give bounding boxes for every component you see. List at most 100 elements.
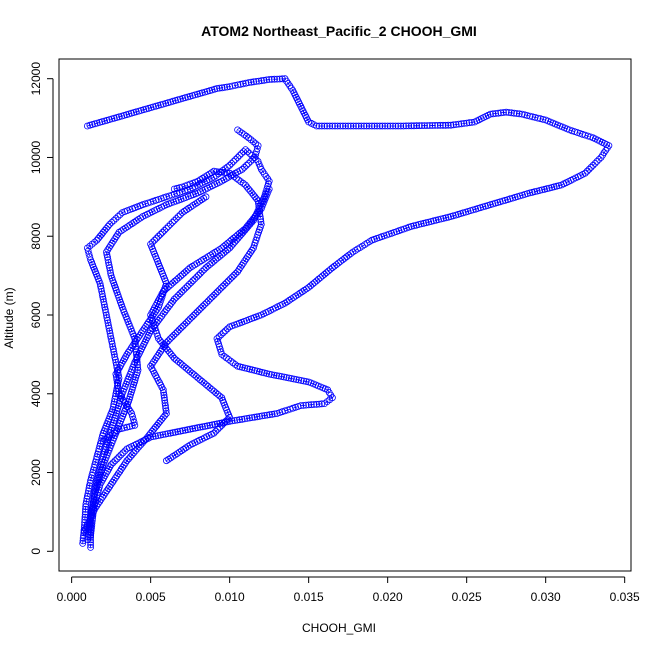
- data-point: [250, 78, 258, 86]
- data-point: [179, 271, 186, 278]
- data-point: [108, 430, 116, 438]
- data-point: [86, 482, 93, 490]
- data-point: [203, 422, 211, 430]
- data-point: [300, 377, 308, 385]
- data-point: [247, 78, 255, 86]
- data-point: [558, 181, 565, 189]
- data-point: [217, 284, 225, 292]
- plot-frame: [58, 58, 632, 572]
- data-point: [233, 416, 241, 424]
- data-point: [442, 121, 450, 129]
- data-point: [174, 358, 182, 366]
- data-point: [263, 370, 271, 377]
- data-point: [439, 121, 447, 129]
- data-point: [106, 329, 114, 337]
- data-point: [103, 314, 111, 322]
- series-5: [99, 193, 210, 445]
- data-point: [589, 161, 597, 169]
- data-point: [178, 288, 186, 296]
- data-point: [182, 284, 189, 292]
- data-point: [95, 234, 102, 242]
- data-point: [176, 211, 184, 219]
- data-point: [363, 122, 371, 130]
- data-point: [302, 378, 310, 385]
- data-point: [178, 183, 186, 191]
- data-point: [87, 529, 95, 537]
- data-point: [523, 112, 531, 119]
- data-point: [161, 226, 168, 234]
- data-point: [521, 111, 528, 119]
- data-point: [349, 122, 357, 130]
- data-point: [236, 128, 244, 135]
- data-point: [602, 146, 610, 154]
- data-point: [126, 453, 134, 461]
- data-point: [86, 242, 94, 250]
- data-point: [400, 122, 407, 130]
- x-tick-label: 0.000: [57, 590, 87, 604]
- data-point: [218, 168, 226, 176]
- data-point: [138, 439, 146, 447]
- data-point: [440, 214, 447, 222]
- data-point: [208, 386, 216, 393]
- data-point: [258, 77, 265, 85]
- data-point: [339, 122, 347, 130]
- data-point: [174, 428, 182, 436]
- data-point: [82, 503, 90, 511]
- data-point: [155, 232, 162, 240]
- data-point: [421, 122, 428, 129]
- data-point: [394, 122, 402, 130]
- data-point: [95, 486, 103, 494]
- data-point: [360, 122, 368, 130]
- data-point: [432, 216, 440, 224]
- data-point: [286, 82, 294, 90]
- data-point: [376, 122, 384, 130]
- data-point: [164, 222, 172, 230]
- data-point: [137, 441, 145, 449]
- data-point: [215, 168, 223, 176]
- data-point: [87, 544, 94, 551]
- data-point: [151, 236, 159, 244]
- data-point: [254, 142, 262, 150]
- data-point: [278, 75, 286, 83]
- data-point: [102, 435, 109, 443]
- data-point: [415, 122, 423, 130]
- data-point: [161, 411, 169, 419]
- data-point: [255, 77, 263, 85]
- data-point: [173, 276, 181, 284]
- data-point: [212, 256, 220, 263]
- data-point: [221, 327, 229, 335]
- data-point: [112, 356, 119, 364]
- data-point: [149, 238, 157, 246]
- data-point: [119, 449, 127, 457]
- data-point: [108, 337, 116, 345]
- data-point: [239, 80, 247, 88]
- data-point: [159, 310, 167, 318]
- data-point: [160, 389, 168, 396]
- data-point: [90, 463, 98, 471]
- data-point: [258, 412, 266, 420]
- data-point: [428, 122, 436, 129]
- data-point: [110, 348, 118, 356]
- data-point: [184, 366, 192, 374]
- data-point: [164, 337, 172, 345]
- data-point: [174, 213, 182, 220]
- series-1: [79, 146, 273, 551]
- data-point: [108, 340, 116, 348]
- data-point: [386, 122, 394, 130]
- data-point: [123, 457, 131, 465]
- data-point: [405, 122, 413, 130]
- data-point: [219, 329, 227, 337]
- y-tick-label: 8000: [29, 223, 43, 250]
- data-point: [238, 165, 246, 173]
- data-point: [465, 119, 473, 127]
- data-point: [130, 449, 138, 457]
- data-point: [105, 322, 112, 329]
- data-point: [140, 437, 148, 445]
- data-point: [297, 377, 305, 384]
- data-point: [95, 445, 103, 453]
- data-point: [134, 364, 142, 371]
- data-point: [112, 215, 120, 222]
- data-point: [89, 469, 97, 476]
- data-point: [192, 372, 200, 380]
- data-point: [219, 282, 227, 290]
